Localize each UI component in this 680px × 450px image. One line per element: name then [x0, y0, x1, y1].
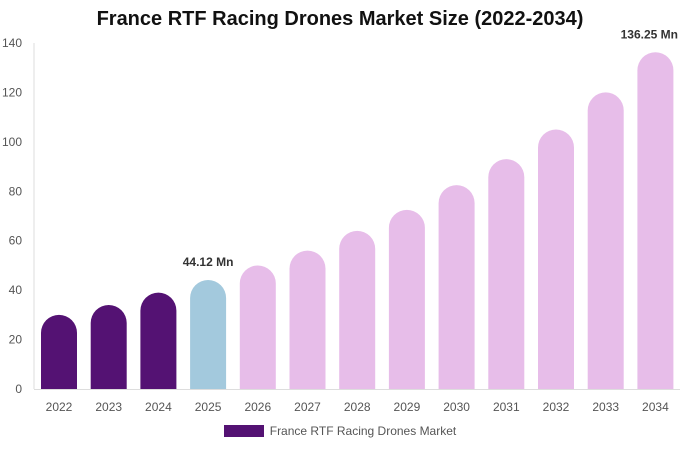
x-tick-label: 2033: [592, 400, 619, 414]
y-tick-label: 60: [9, 234, 23, 248]
data-label-2025: 44.12 Mn: [183, 255, 234, 269]
chart-title: France RTF Racing Drones Market Size (20…: [96, 8, 584, 30]
bar-2022[interactable]: [41, 314, 77, 389]
bar-2026[interactable]: [239, 265, 276, 389]
x-tick-label: 2028: [344, 400, 371, 414]
bar-2029[interactable]: [388, 209, 425, 389]
legend[interactable]: France RTF Racing Drones Market: [0, 424, 680, 438]
x-tick-label: 2027: [294, 400, 321, 414]
bar-2033[interactable]: [587, 92, 624, 389]
bar-2034[interactable]: [637, 52, 674, 390]
x-tick-label: 2032: [543, 400, 570, 414]
bar-2027[interactable]: [289, 250, 326, 389]
data-label-2034: 136.25 Mn: [621, 27, 678, 41]
bar-2030[interactable]: [438, 185, 475, 389]
y-tick-label: 120: [2, 85, 22, 99]
x-tick-label: 2023: [95, 400, 122, 414]
y-tick-label: 40: [9, 283, 23, 297]
y-tick-label: 100: [2, 135, 22, 149]
bar-2025[interactable]: [190, 279, 227, 389]
x-tick-label: 2031: [493, 400, 520, 414]
y-tick-label: 140: [2, 36, 22, 50]
y-tick-label: 80: [9, 184, 23, 198]
x-tick-label: 2030: [443, 400, 470, 414]
x-tick-label: 2034: [642, 400, 669, 414]
bar-2023[interactable]: [90, 304, 127, 389]
legend-label: France RTF Racing Drones Market: [269, 424, 457, 438]
y-tick-label: 20: [9, 333, 23, 347]
x-tick-label: 2024: [145, 400, 172, 414]
bar-2028[interactable]: [339, 230, 376, 389]
x-tick-label: 2025: [195, 400, 222, 414]
x-tick-label: 2022: [46, 400, 73, 414]
y-tick-label: 0: [15, 382, 22, 396]
bar-2031[interactable]: [488, 159, 525, 389]
bar-2032[interactable]: [538, 129, 574, 390]
legend-swatch: [223, 425, 264, 437]
bar-2024[interactable]: [140, 292, 177, 389]
x-tick-label: 2026: [244, 400, 271, 414]
x-tick-label: 2029: [394, 400, 421, 414]
